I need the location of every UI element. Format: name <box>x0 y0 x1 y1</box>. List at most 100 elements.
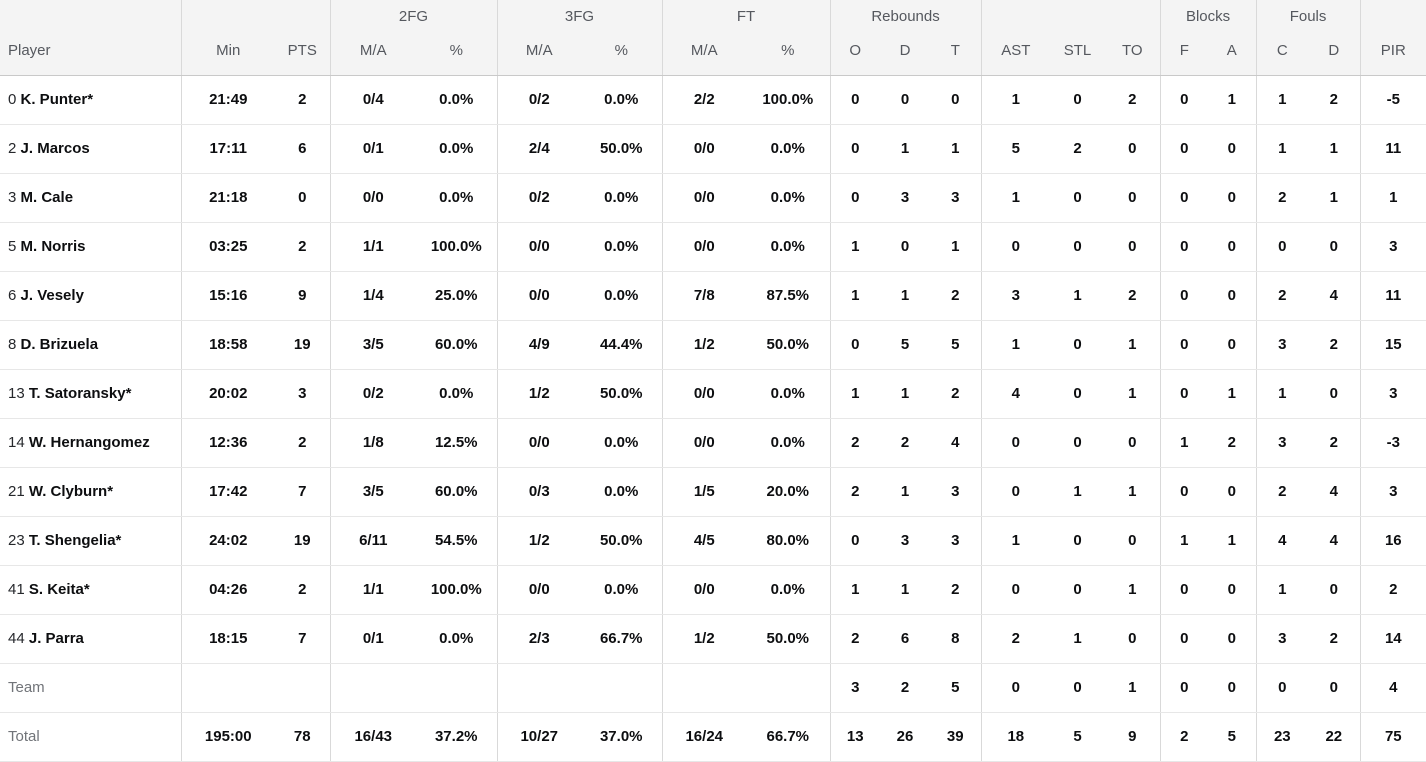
cell-reb-o: 3 <box>830 663 881 713</box>
cell-pts: 2 <box>275 418 331 468</box>
player-cell[interactable]: 3 M. Cale <box>0 173 182 223</box>
cell-stl: 1 <box>1050 271 1106 321</box>
col-blk-favour: F <box>1160 27 1209 76</box>
cell-ast: 0 <box>981 565 1051 615</box>
player-number: 2 <box>8 140 17 157</box>
cell-2fg-ma: 6/11 <box>330 516 416 566</box>
player-number: 44 <box>8 630 25 647</box>
col-reb-t: T <box>930 27 982 76</box>
cell-2fg-pct: 60.0% <box>416 467 498 517</box>
cell-2fg-pct <box>416 663 498 713</box>
cell-3fg-ma: 4/9 <box>497 320 581 370</box>
table-row: 13 T. Satoransky* 20:02 3 0/2 0.0% 1/2 5… <box>0 369 1426 419</box>
cell-pir: 2 <box>1360 565 1426 615</box>
cell-2fg-pct: 0.0% <box>416 75 498 125</box>
cell-2fg-ma: 1/4 <box>330 271 416 321</box>
cell-reb-d: 2 <box>880 418 931 468</box>
cell-reb-d: 26 <box>880 712 931 762</box>
cell-ast: 18 <box>981 712 1051 762</box>
cell-foul-drawn: 1 <box>1308 173 1361 223</box>
cell-ft-pct: 20.0% <box>746 467 831 517</box>
player-cell[interactable]: 0 K. Punter* <box>0 75 182 125</box>
cell-foul-drawn: 0 <box>1308 565 1361 615</box>
group-player-spacer <box>0 0 182 27</box>
cell-3fg-ma: 2/3 <box>497 614 581 664</box>
cell-3fg-pct: 0.0% <box>581 418 663 468</box>
cell-reb-d: 1 <box>880 124 931 174</box>
table-row: 3 M. Cale 21:18 0 0/0 0.0% 0/2 0.0% 0/0 … <box>0 173 1426 223</box>
table-row: 41 S. Keita* 04:26 2 1/1 100.0% 0/0 0.0%… <box>0 565 1426 615</box>
cell-ast: 0 <box>981 418 1051 468</box>
cell-pir: 15 <box>1360 320 1426 370</box>
cell-reb-o: 13 <box>830 712 881 762</box>
cell-reb-d: 0 <box>880 222 931 272</box>
cell-reb-d: 3 <box>880 173 931 223</box>
player-cell[interactable]: 6 J. Vesely <box>0 271 182 321</box>
player-name: T. Shengelia* <box>28 532 122 549</box>
player-cell[interactable]: 21 W. Clyburn* <box>0 467 182 517</box>
cell-pir: 3 <box>1360 369 1426 419</box>
cell-to: 0 <box>1105 418 1161 468</box>
col-ast: AST <box>981 27 1051 76</box>
table-row: 23 T. Shengelia* 24:02 19 6/11 54.5% 1/2… <box>0 516 1426 566</box>
cell-stl: 0 <box>1050 320 1106 370</box>
cell-to: 1 <box>1105 320 1161 370</box>
group-minpts-spacer <box>181 0 331 27</box>
cell-blk-against: 0 <box>1208 271 1257 321</box>
group-rebounds-label: Rebounds <box>830 0 982 27</box>
cell-pir: 11 <box>1360 271 1426 321</box>
cell-stl: 2 <box>1050 124 1106 174</box>
cell-ast: 1 <box>981 320 1051 370</box>
cell-blk-against: 0 <box>1208 320 1257 370</box>
cell-foul-commited: 0 <box>1256 663 1309 713</box>
player-name: S. Keita* <box>28 581 90 598</box>
cell-foul-commited: 1 <box>1256 565 1309 615</box>
cell-pts: 0 <box>275 173 331 223</box>
player-cell[interactable]: 5 M. Norris <box>0 222 182 272</box>
group-astto-spacer <box>981 0 1161 27</box>
cell-reb-t: 1 <box>930 222 982 272</box>
cell-3fg-pct: 0.0% <box>581 222 663 272</box>
cell-foul-drawn: 4 <box>1308 271 1361 321</box>
player-number: 14 <box>8 434 25 451</box>
cell-blk-against: 0 <box>1208 124 1257 174</box>
player-cell[interactable]: 14 W. Hernangomez <box>0 418 182 468</box>
cell-pts: 7 <box>275 467 331 517</box>
cell-ft-ma: 4/5 <box>662 516 746 566</box>
cell-pts <box>275 663 331 713</box>
player-cell[interactable]: 2 J. Marcos <box>0 124 182 174</box>
cell-min: 17:42 <box>181 467 275 517</box>
cell-reb-t: 2 <box>930 565 982 615</box>
cell-ft-ma: 0/0 <box>662 565 746 615</box>
cell-blk-favour: 0 <box>1160 614 1209 664</box>
cell-2fg-ma: 0/0 <box>330 173 416 223</box>
cell-to: 1 <box>1105 663 1161 713</box>
player-cell[interactable]: 41 S. Keita* <box>0 565 182 615</box>
cell-3fg-ma <box>497 663 581 713</box>
cell-pir: -5 <box>1360 75 1426 125</box>
player-number: 8 <box>8 336 17 353</box>
cell-2fg-ma: 3/5 <box>330 320 416 370</box>
cell-pir: 1 <box>1360 173 1426 223</box>
cell-reb-o: 2 <box>830 418 881 468</box>
cell-to: 0 <box>1105 222 1161 272</box>
player-cell[interactable]: 23 T. Shengelia* <box>0 516 182 566</box>
cell-ft-ma: 0/0 <box>662 369 746 419</box>
cell-ast: 1 <box>981 516 1051 566</box>
cell-pir: -3 <box>1360 418 1426 468</box>
player-name: M. Norris <box>20 238 86 255</box>
cell-reb-t: 3 <box>930 516 982 566</box>
player-cell[interactable]: 44 J. Parra <box>0 614 182 664</box>
cell-foul-commited: 1 <box>1256 124 1309 174</box>
player-cell[interactable]: 8 D. Brizuela <box>0 320 182 370</box>
cell-blk-favour: 1 <box>1160 418 1209 468</box>
cell-reb-t: 0 <box>930 75 982 125</box>
cell-pts: 19 <box>275 320 331 370</box>
cell-min: 17:11 <box>181 124 275 174</box>
cell-ft-ma: 1/2 <box>662 614 746 664</box>
player-cell[interactable]: 13 T. Satoransky* <box>0 369 182 419</box>
cell-blk-against: 1 <box>1208 369 1257 419</box>
col-blk-against: A <box>1208 27 1257 76</box>
cell-3fg-ma: 0/3 <box>497 467 581 517</box>
cell-pir: 16 <box>1360 516 1426 566</box>
